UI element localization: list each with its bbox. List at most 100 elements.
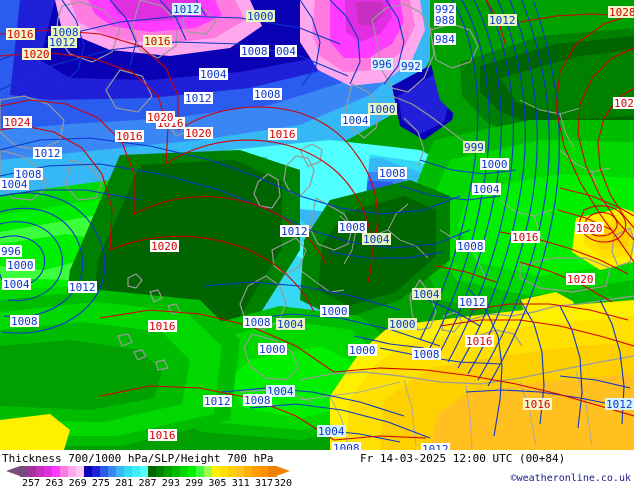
map-footer: Thickness 700/1000 hPa/SLP/Height 700 hP… — [0, 450, 634, 490]
colorbar-swatch — [20, 466, 29, 477]
colorbar-tick: 257 — [22, 478, 41, 489]
isobar-label: 1012 — [458, 296, 487, 309]
isobar-label: 1008 — [10, 315, 39, 328]
colorbar-arrow-right — [276, 466, 290, 476]
isobar-label: 1000 — [348, 344, 377, 357]
isobar-label: 1000 — [368, 103, 397, 116]
colorbar-tick: 311 — [231, 478, 250, 489]
isobar-label: 1004 — [276, 318, 305, 331]
colorbar-tick: 287 — [138, 478, 157, 489]
isobar-label: 992 — [434, 3, 456, 16]
isobar-label: 1012 — [203, 395, 232, 408]
isobar-label: 1000 — [246, 10, 275, 23]
colorbar-swatch — [220, 466, 229, 477]
isobar-label: 1016 — [148, 320, 177, 333]
colorbar-swatch — [84, 466, 93, 477]
isobar-label: 1008 — [253, 88, 282, 101]
weather-map-canvas[interactable]: 1016 1008 1012 1020 1024 1012 1016 1000 1008 004 1… — [0, 0, 634, 450]
isobar-label: 1012 — [33, 147, 62, 160]
colorbar-swatch — [252, 466, 261, 477]
isobar-label: 1020 — [566, 273, 595, 286]
colorbar-swatch — [100, 466, 109, 477]
isobar-label: 1024 — [3, 116, 32, 129]
colorbar-swatch — [52, 466, 61, 477]
colorbar-swatch — [244, 466, 253, 477]
map-graphic — [0, 0, 634, 450]
isobar-label: 1016 — [523, 398, 552, 411]
colorbar-swatch — [268, 466, 277, 477]
isobar-label: 1016 — [148, 429, 177, 442]
colorbar-tick: 320 — [274, 478, 293, 489]
isobar-low-layer — [0, 0, 631, 443]
isobar-label: 1008 — [456, 240, 485, 253]
isobar-label: 1012 — [172, 3, 201, 16]
isobar-label: 1004 — [317, 425, 346, 438]
colorbar-swatch — [116, 466, 125, 477]
isobar-label: 1016 — [143, 35, 172, 48]
isobar-label: 996 — [0, 245, 22, 258]
isobar-label: 1016 — [268, 128, 297, 141]
isobar-label: 1016 — [511, 231, 540, 244]
colorbar-tick: 305 — [208, 478, 227, 489]
isobar-label: 1028 — [608, 6, 634, 18]
isobar-label: 1000 — [320, 305, 349, 318]
colorbar-swatch — [180, 466, 189, 477]
isobar-label: 1004 — [341, 114, 370, 127]
colorbar-arrow-left — [6, 466, 20, 476]
isobar-label: 004 — [275, 45, 297, 58]
isobar-label: 1008 — [243, 394, 272, 407]
colorbar-tick: 275 — [91, 478, 110, 489]
thickness-fill-layer — [0, 0, 634, 450]
isobar-label: 984 — [434, 33, 456, 46]
isobar-label: 1008 — [338, 221, 367, 234]
isobar-label: 1012 — [605, 398, 634, 411]
colorbar-swatch — [140, 466, 149, 477]
colorbar-tick-labels: 257 263 269 275 281 287 293 299 305 311 317 320 — [0, 478, 330, 489]
thickness-colorbar — [6, 466, 290, 477]
isobar-label: 999 — [463, 141, 485, 154]
isobar-label: 1020 — [22, 48, 51, 61]
isobar-label: 1008 — [240, 45, 269, 58]
isobar-label: 1004 — [472, 183, 501, 196]
isobar-label: 1004 — [199, 68, 228, 81]
colorbar-swatch — [228, 466, 237, 477]
colorbar-swatch — [196, 466, 205, 477]
isobar-label: 1000 — [480, 158, 509, 171]
colorbar-swatch — [132, 466, 141, 477]
colorbar-swatch — [156, 466, 165, 477]
isobar-label: 1020 — [150, 240, 179, 253]
isobar-label: 1012 — [421, 443, 450, 450]
isobar-label: 1008 — [412, 348, 441, 361]
colorbar-tick: 317 — [255, 478, 274, 489]
isobar-label: 1004 — [266, 385, 295, 398]
colorbar-swatch — [76, 466, 85, 477]
model-run-timestamp: Fr 14-03-2025 12:00 UTC (00+84) — [360, 452, 566, 465]
isobar-label: 1016 — [115, 130, 144, 143]
isobar-label: 1004 — [0, 178, 29, 191]
isobar-label: 988 — [434, 14, 456, 27]
colorbar-swatch — [36, 466, 45, 477]
colorbar-swatch — [124, 466, 133, 477]
isobar-label: 992 — [400, 60, 422, 73]
isobar-label: 1020 — [184, 127, 213, 140]
colorbar-tick: 269 — [68, 478, 87, 489]
isobar-label: 996 — [371, 58, 393, 71]
isobar-label: 1024 — [613, 97, 634, 109]
colorbar-tick: 293 — [161, 478, 180, 489]
isobar-label: 1016 — [6, 28, 35, 41]
colorbar-swatch — [188, 466, 197, 477]
isobar-label: 1012 — [184, 92, 213, 105]
isobar-label: 1016 — [465, 335, 494, 348]
isobar-label: 1012 — [68, 281, 97, 294]
isobar-label: 1020 — [146, 111, 175, 124]
colorbar-tick: 281 — [115, 478, 134, 489]
colorbar-swatch — [108, 466, 117, 477]
copyright-notice: ©weatheronline.co.uk — [510, 473, 631, 484]
isobar-label: 1008 — [14, 168, 43, 181]
isobar-label: 1012 — [280, 225, 309, 238]
isobar-label: 1012 — [48, 36, 77, 49]
colorbar-swatch — [68, 466, 77, 477]
colorbar-tick: 299 — [185, 478, 204, 489]
colorbar-swatch — [212, 466, 221, 477]
